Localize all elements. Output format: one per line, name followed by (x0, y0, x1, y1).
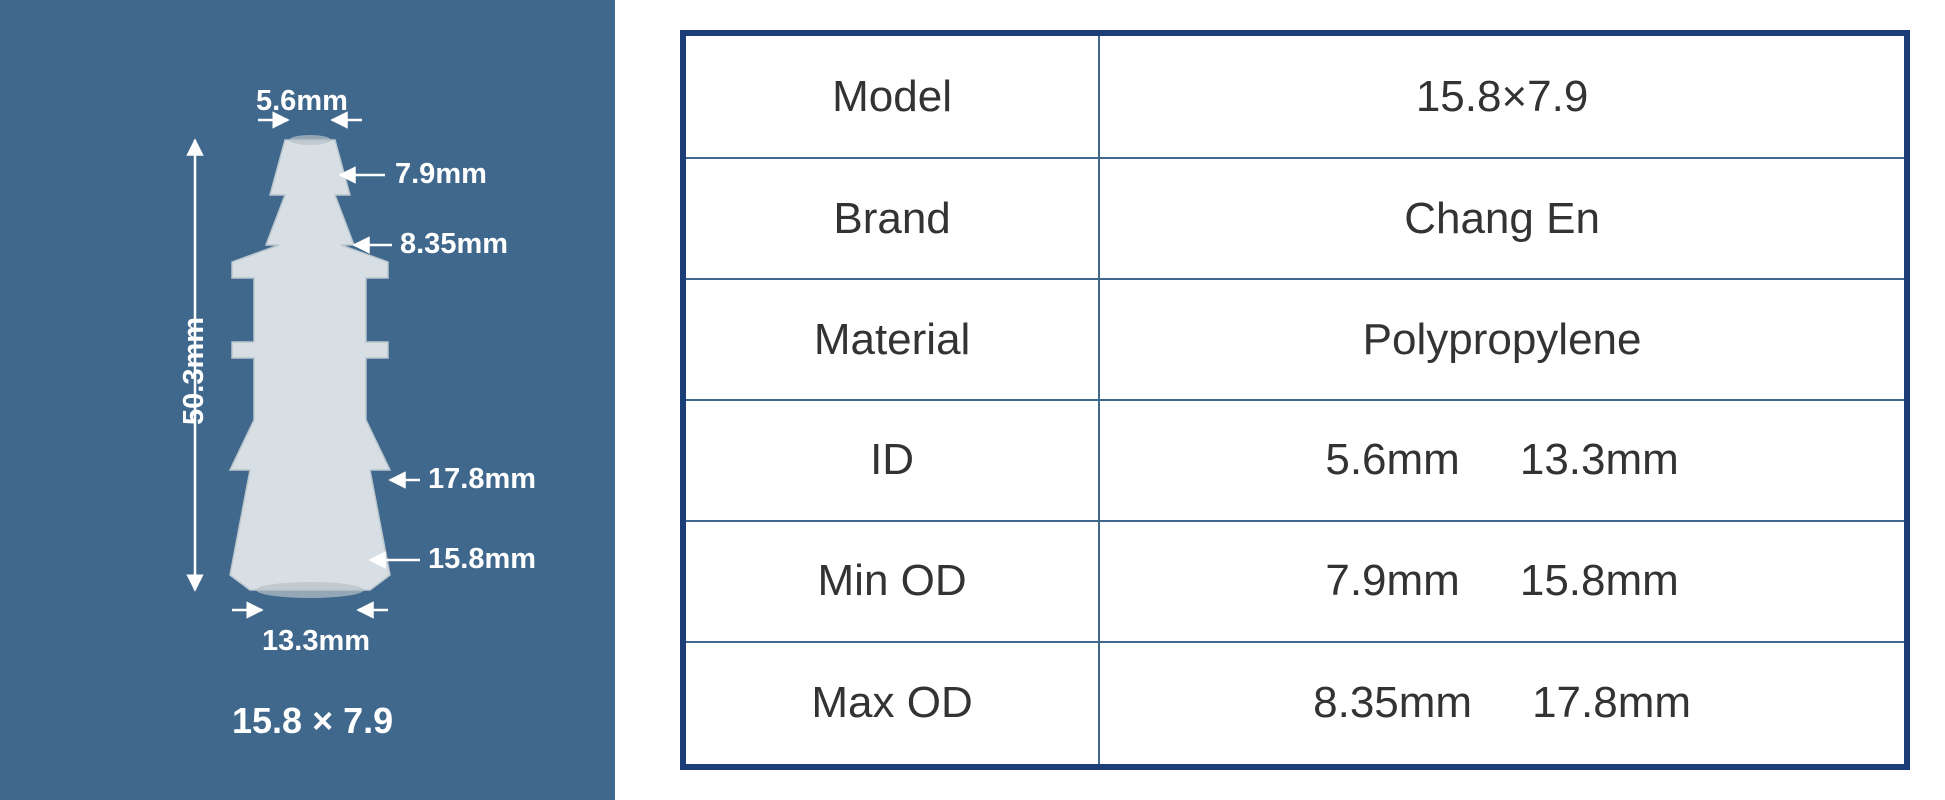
spec-row: Min OD 7.9mm 15.8mm (683, 521, 1907, 642)
dimension-label: 8.35mm (400, 228, 508, 261)
spec-label: Min OD (683, 521, 1099, 642)
spec-table: Model15.8×7.9BrandChang EnMaterialPolypr… (680, 30, 1910, 770)
spec-value-item: 8.35mm (1313, 678, 1472, 728)
spec-row: Max OD 8.35mm 17.8mm (683, 642, 1907, 767)
spec-value: 7.9mm 15.8mm (1099, 521, 1907, 642)
diagram-title: 15.8 × 7.9 (232, 700, 393, 742)
spec-panel: Model15.8×7.9BrandChang EnMaterialPolypr… (645, 0, 1945, 800)
spec-value: 8.35mm 17.8mm (1099, 642, 1907, 767)
spec-value: Polypropylene (1099, 279, 1907, 400)
spec-row: ID 5.6mm 13.3mm (683, 400, 1907, 521)
spec-row: Model15.8×7.9 (683, 33, 1907, 158)
spec-value-item: 15.8mm (1520, 556, 1679, 606)
spec-value-item: 13.3mm (1520, 435, 1679, 485)
spec-label: Material (683, 279, 1099, 400)
spec-label: ID (683, 400, 1099, 521)
spec-value: 5.6mm 13.3mm (1099, 400, 1907, 521)
dimension-label: 5.6mm (256, 85, 348, 118)
dimension-label: 13.3mm (262, 625, 370, 658)
spec-value: Chang En (1099, 158, 1907, 279)
spec-row: MaterialPolypropylene (683, 279, 1907, 400)
spec-label: Max OD (683, 642, 1099, 767)
spec-value: 15.8×7.9 (1099, 33, 1907, 158)
dimension-label: 50.3mm (178, 317, 211, 425)
dimension-label: 17.8mm (428, 463, 536, 496)
spec-value-item: 5.6mm (1325, 435, 1459, 485)
connector-diagram-svg (0, 0, 615, 800)
spec-label: Model (683, 33, 1099, 158)
spec-value-item: 17.8mm (1532, 678, 1691, 728)
dimension-label: 15.8mm (428, 543, 536, 576)
spec-label: Brand (683, 158, 1099, 279)
diagram-panel: 50.3mm 5.6mm 13.3mm 7.9mm 8.35mm 17.8mm 15.8mm… (0, 0, 615, 800)
spec-row: BrandChang En (683, 158, 1907, 279)
panel-gap (615, 0, 645, 800)
spec-value-item: 7.9mm (1325, 556, 1459, 606)
dimension-label: 7.9mm (395, 158, 487, 191)
